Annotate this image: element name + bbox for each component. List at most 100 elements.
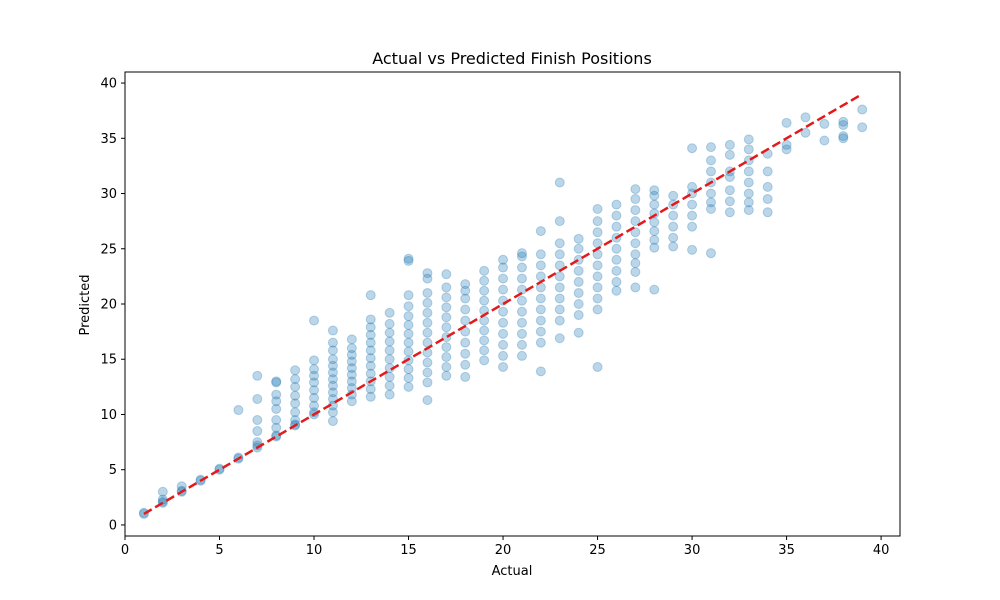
data-point	[384, 318, 395, 329]
x-tick-label: 30	[684, 543, 701, 558]
data-point	[327, 354, 338, 365]
data-point	[403, 255, 414, 266]
data-point	[441, 282, 452, 293]
data-point	[365, 368, 376, 379]
data-point	[441, 342, 452, 353]
data-point	[630, 227, 641, 238]
data-point	[290, 381, 301, 392]
data-point	[573, 310, 584, 321]
x-axis-label: Actual	[492, 564, 533, 579]
data-point	[346, 334, 357, 345]
data-point	[611, 210, 622, 221]
data-point	[346, 343, 357, 354]
data-point	[668, 241, 679, 252]
data-point	[479, 355, 490, 366]
data-point	[611, 243, 622, 254]
data-point	[365, 322, 376, 333]
data-point	[705, 197, 716, 208]
data-point	[460, 285, 471, 296]
data-point	[724, 207, 735, 218]
data-point	[705, 142, 716, 153]
data-point	[271, 376, 282, 387]
data-point	[649, 185, 660, 196]
data-point	[535, 337, 546, 348]
data-point	[573, 276, 584, 287]
plot-area: 0 5 10 15 20 25 30 35 40 0 5 10 15 20 25 30 35 40	[100, 71, 901, 558]
data-point	[781, 144, 792, 155]
data-point	[346, 363, 357, 374]
data-point	[479, 285, 490, 296]
data-point	[838, 116, 849, 127]
y-tick-label: 10	[100, 408, 117, 423]
data-point	[441, 269, 452, 280]
x-tick-label: 10	[306, 543, 323, 558]
data-point	[554, 293, 565, 304]
data-point	[630, 216, 641, 227]
data-point	[271, 403, 282, 414]
y-tick-label: 15	[100, 353, 117, 368]
y-tick-label: 35	[100, 132, 117, 147]
data-point	[516, 248, 527, 259]
data-point	[290, 374, 301, 385]
data-point	[649, 284, 660, 295]
data-point	[705, 188, 716, 199]
y-axis: 0 5 10 15 20 25 30 35 40	[100, 77, 125, 533]
data-point	[498, 317, 509, 328]
data-point	[403, 337, 414, 348]
data-point	[554, 249, 565, 260]
data-point	[460, 359, 471, 370]
data-point	[346, 356, 357, 367]
y-tick-label: 25	[100, 242, 117, 257]
data-point	[535, 293, 546, 304]
data-point	[573, 265, 584, 276]
data-point	[309, 364, 320, 375]
data-point	[441, 292, 452, 303]
data-point	[327, 374, 338, 385]
data-point	[743, 166, 754, 177]
data-point	[460, 304, 471, 315]
data-point	[441, 322, 452, 333]
data-point	[516, 317, 527, 328]
data-point	[516, 262, 527, 273]
data-point	[252, 394, 263, 405]
data-point	[516, 339, 527, 350]
data-point	[611, 276, 622, 287]
data-point	[762, 181, 773, 192]
data-point	[365, 329, 376, 340]
data-point	[800, 127, 811, 138]
data-point	[346, 349, 357, 360]
data-point	[649, 242, 660, 253]
data-point	[365, 353, 376, 364]
y-axis-label: Predicted	[78, 274, 93, 335]
data-point	[592, 216, 603, 227]
data-point	[554, 282, 565, 293]
data-points	[138, 104, 868, 519]
y-tick-label: 5	[109, 463, 117, 478]
data-point	[403, 253, 414, 264]
data-point	[403, 364, 414, 375]
data-point	[422, 327, 433, 338]
data-point	[535, 249, 546, 260]
data-point	[384, 354, 395, 365]
data-point	[516, 251, 527, 262]
data-point	[403, 301, 414, 312]
x-tick-label: 35	[778, 543, 795, 558]
data-point	[384, 345, 395, 356]
data-point	[384, 380, 395, 391]
reference-line	[143, 93, 863, 515]
data-point	[365, 345, 376, 356]
data-point	[460, 293, 471, 304]
data-point	[327, 416, 338, 427]
data-point	[441, 361, 452, 372]
data-point	[441, 312, 452, 323]
data-point	[422, 307, 433, 318]
data-point	[422, 317, 433, 328]
data-point	[762, 166, 773, 177]
data-point	[554, 238, 565, 249]
data-point	[554, 333, 565, 344]
data-point	[498, 262, 509, 273]
data-point	[705, 248, 716, 259]
data-point	[441, 370, 452, 381]
data-point	[857, 122, 868, 133]
